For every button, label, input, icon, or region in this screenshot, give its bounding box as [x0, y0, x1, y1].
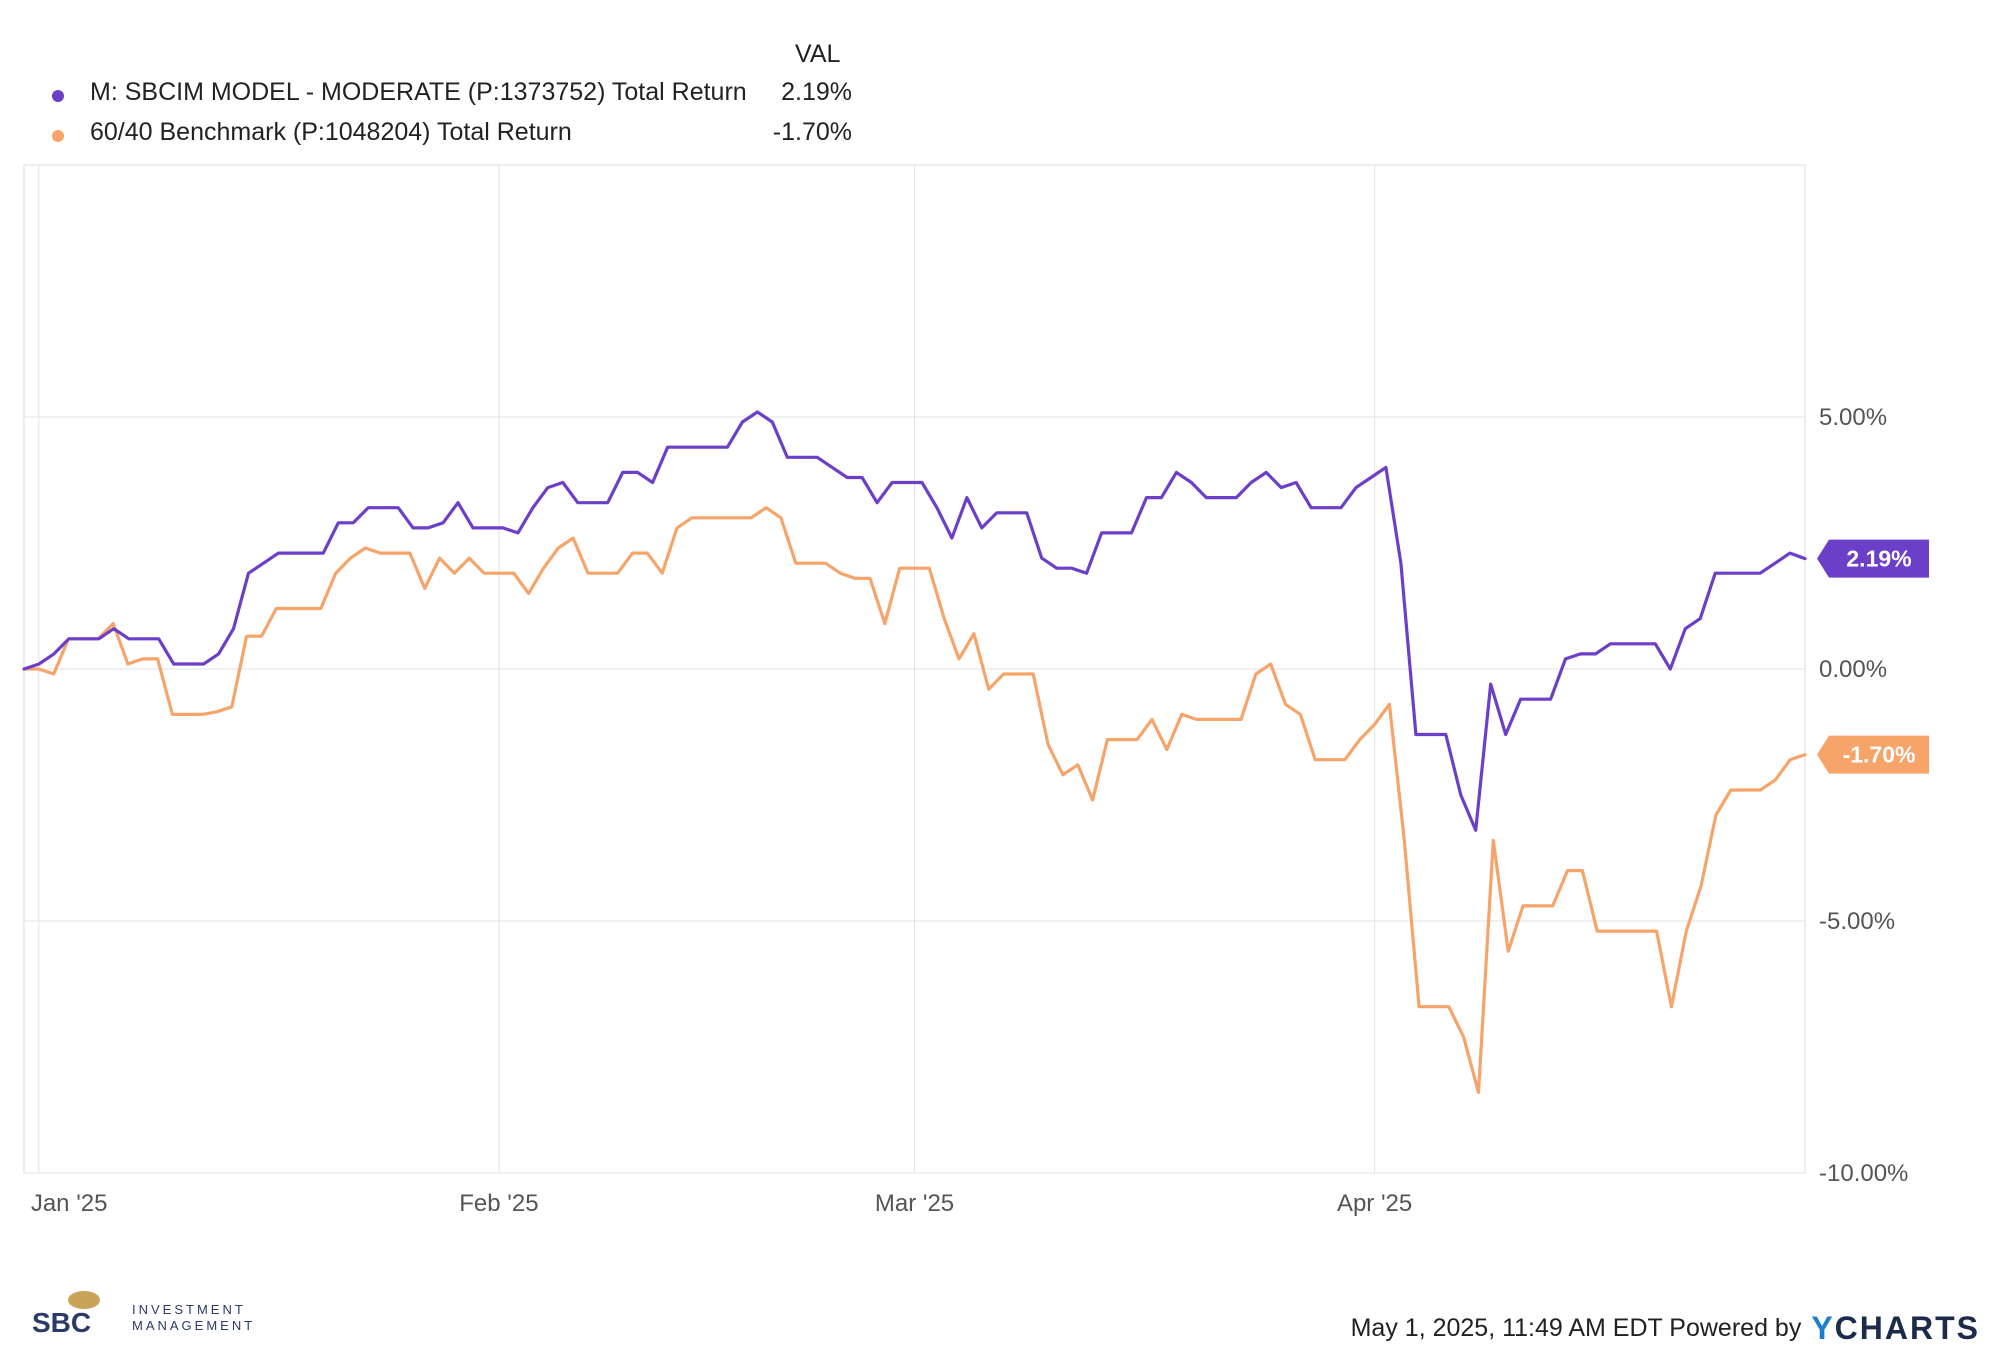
ycharts-logo[interactable]: YCHARTS: [1811, 1310, 1980, 1347]
legend-dot-benchmark: [52, 130, 64, 142]
logo-line2: MANAGEMENT: [132, 1318, 255, 1333]
y-tick-label: -5.00%: [1819, 908, 1895, 935]
end-label-benchmark: -1.70%: [1843, 742, 1916, 768]
ycharts-logo-rest: CHARTS: [1834, 1310, 1980, 1346]
legend-label-model: M: SBCIM MODEL - MODERATE (P:1373752) To…: [90, 78, 747, 106]
owl-emblem-icon: [68, 1291, 100, 1309]
legend-label-benchmark: 60/40 Benchmark (P:1048204) Total Return: [90, 118, 572, 146]
x-tick-label: Feb '25: [459, 1190, 538, 1217]
footer-timestamp: May 1, 2025, 11:49 AM EDT Powered by: [1350, 1314, 1802, 1342]
logo-letters: SBC: [32, 1307, 91, 1336]
legend-item-model[interactable]: M: SBCIM MODEL - MODERATE (P:1373752) To…: [52, 78, 852, 110]
legend-value-benchmark: -1.70%: [772, 118, 852, 146]
end-flag-model: [1817, 539, 1929, 578]
series-line-model: [22, 410, 1807, 832]
y-tick-label: -10.00%: [1819, 1160, 1908, 1187]
end-label-model: 2.19%: [1846, 546, 1911, 572]
footer-attribution: May 1, 2025, 11:49 AM EDT Powered by YCH…: [1351, 1310, 1980, 1347]
x-tick-label: Jan '25: [31, 1190, 108, 1217]
x-tick-label: Apr '25: [1337, 1190, 1412, 1217]
series-line-benchmark: [22, 506, 1807, 1094]
end-flag-benchmark: [1817, 735, 1929, 774]
series-layer: [22, 410, 1807, 1094]
logo-line1: INVESTMENT: [132, 1302, 246, 1317]
sbc-logo-icon: SBC INVESTMENT MANAGEMENT: [32, 1291, 255, 1338]
legend-dot-model: [52, 90, 64, 102]
legend-item-benchmark[interactable]: 60/40 Benchmark (P:1048204) Total Return…: [52, 118, 852, 150]
y-tick-label: 0.00%: [1819, 656, 1887, 683]
y-tick-label: 5.00%: [1819, 404, 1887, 431]
legend-header: VAL: [795, 40, 841, 68]
sbc-logo: SBC INVESTMENT MANAGEMENT: [32, 1290, 292, 1338]
labels-layer: 5.00% 0.00% -5.00% -10.00% Jan '25 Feb '25 Mar…: [31, 404, 1929, 1217]
x-tick-label: Mar '25: [875, 1190, 954, 1217]
grid-layer: [23, 164, 1806, 1174]
legend-value-model: 2.19%: [781, 78, 852, 106]
ycharts-logo-y: Y: [1811, 1310, 1835, 1346]
